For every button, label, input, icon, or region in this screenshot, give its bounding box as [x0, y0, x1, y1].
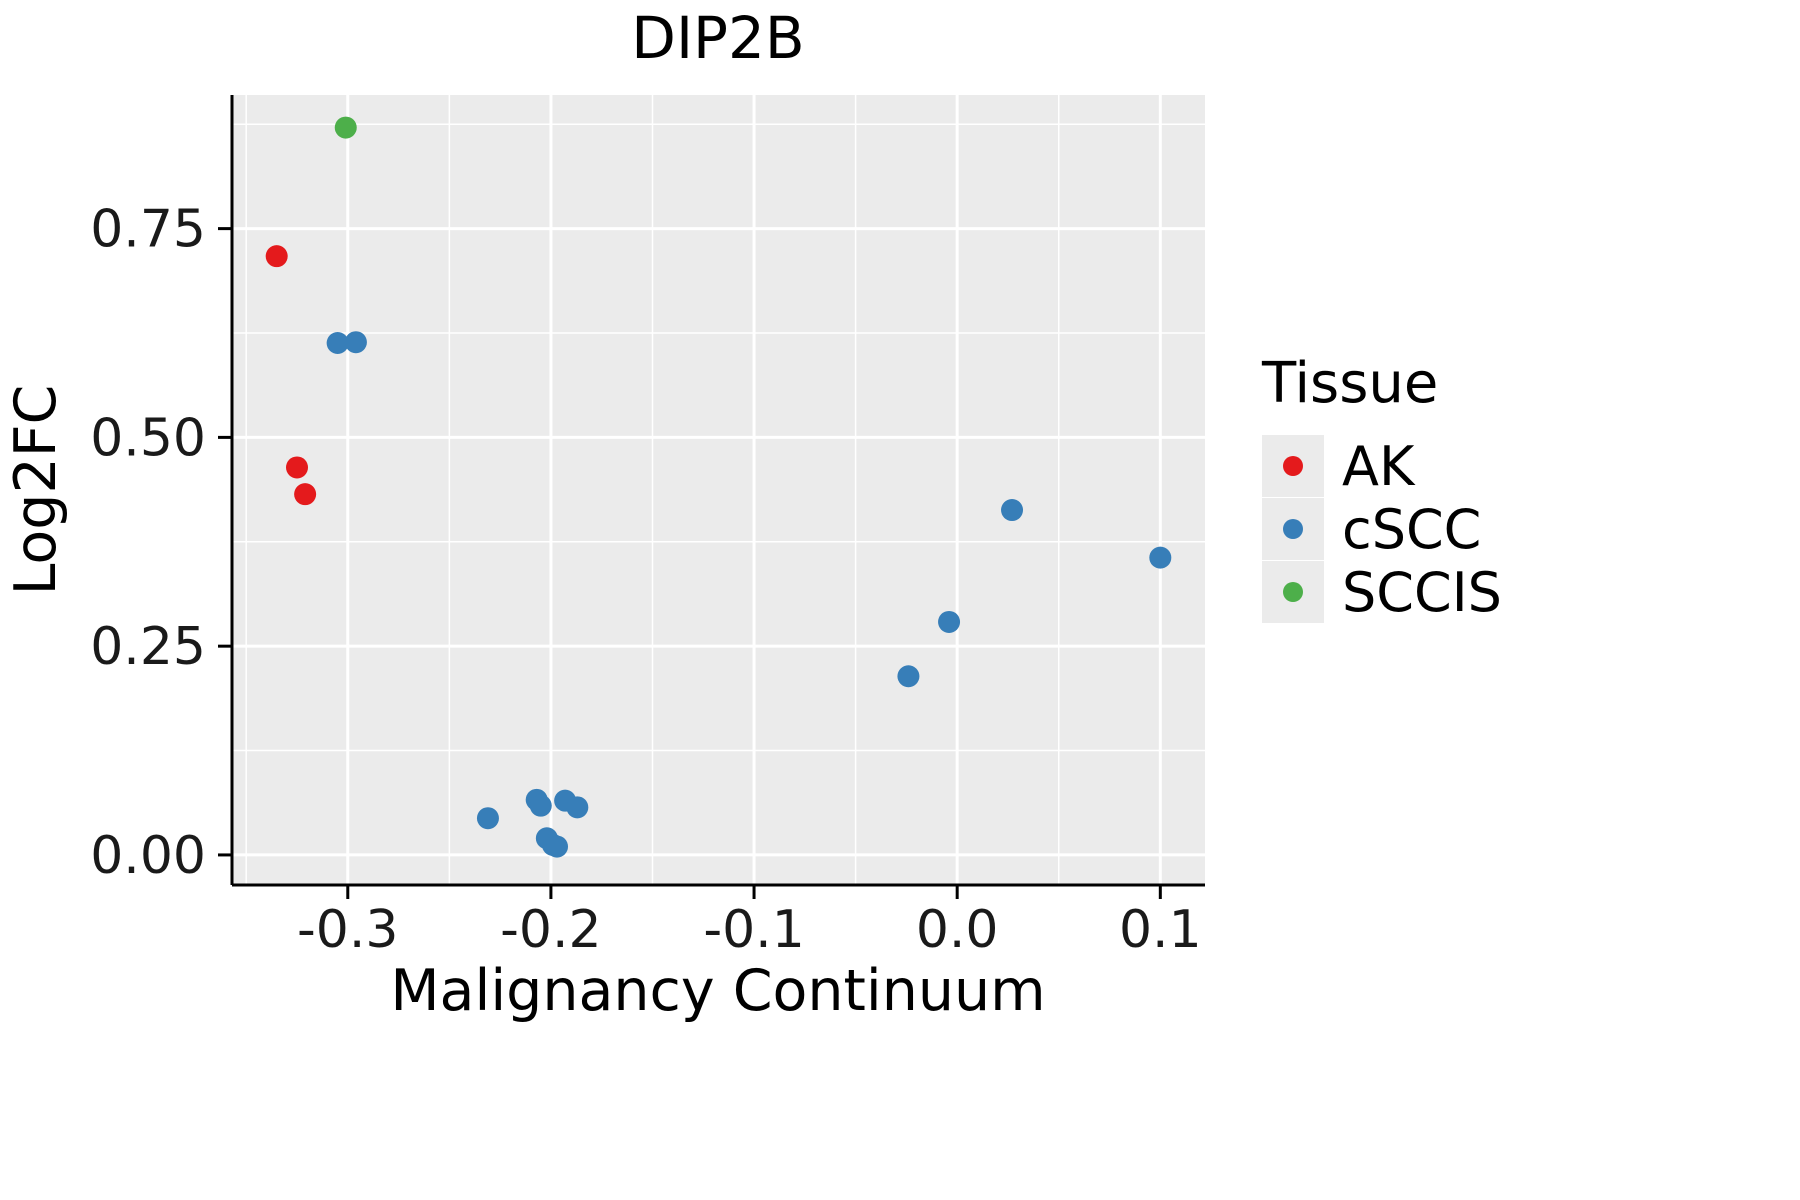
axes-layer: -0.3 -0.2 -0.1 0.0 0.1 0.00 0.25 0.50 0.75 [90, 95, 1205, 960]
y-tick-label: 0.00 [90, 826, 206, 886]
data-point-AK [265, 245, 288, 268]
data-point-cSCC [326, 332, 349, 355]
x-tick-label: 0.0 [916, 900, 999, 960]
points-layer [265, 116, 1172, 858]
plot-panel [232, 95, 1205, 885]
data-point-cSCC [938, 610, 961, 633]
x-tick-label: 0.1 [1119, 900, 1202, 960]
data-point-SCCIS [334, 116, 357, 139]
x-axis-label: Malignancy Continuum [390, 958, 1045, 1024]
data-point-cSCC [566, 796, 589, 819]
data-point-cSCC [476, 807, 499, 830]
data-point-cSCC [344, 331, 367, 354]
legend-title: Tissue [1261, 351, 1438, 416]
data-point-cSCC [1149, 546, 1172, 569]
legend-label-SCCIS: SCCIS [1342, 561, 1502, 624]
x-tick-label: -0.3 [297, 900, 398, 960]
legend-label-AK: AK [1342, 435, 1416, 498]
data-point-cSCC [529, 794, 552, 817]
y-tick-label: 0.25 [90, 617, 206, 677]
legend-dot-cSCC [1283, 519, 1303, 539]
y-tick-label: 0.50 [90, 408, 206, 468]
data-point-AK [294, 483, 317, 506]
data-point-cSCC [1001, 499, 1024, 522]
chart-title: DIP2B [631, 4, 804, 72]
grid-layer [232, 95, 1205, 885]
legend-dot-SCCIS [1283, 582, 1303, 602]
legend-label-cSCC: cSCC [1342, 498, 1481, 561]
legend-dot-AK [1283, 456, 1303, 476]
y-tick-label: 0.75 [90, 200, 206, 260]
data-point-cSCC [897, 665, 920, 688]
y-axis-label: Log2FC [3, 385, 69, 596]
data-point-cSCC [546, 835, 569, 858]
data-point-AK [286, 456, 309, 479]
x-tick-label: -0.2 [500, 900, 601, 960]
x-tick-label: -0.1 [703, 900, 804, 960]
